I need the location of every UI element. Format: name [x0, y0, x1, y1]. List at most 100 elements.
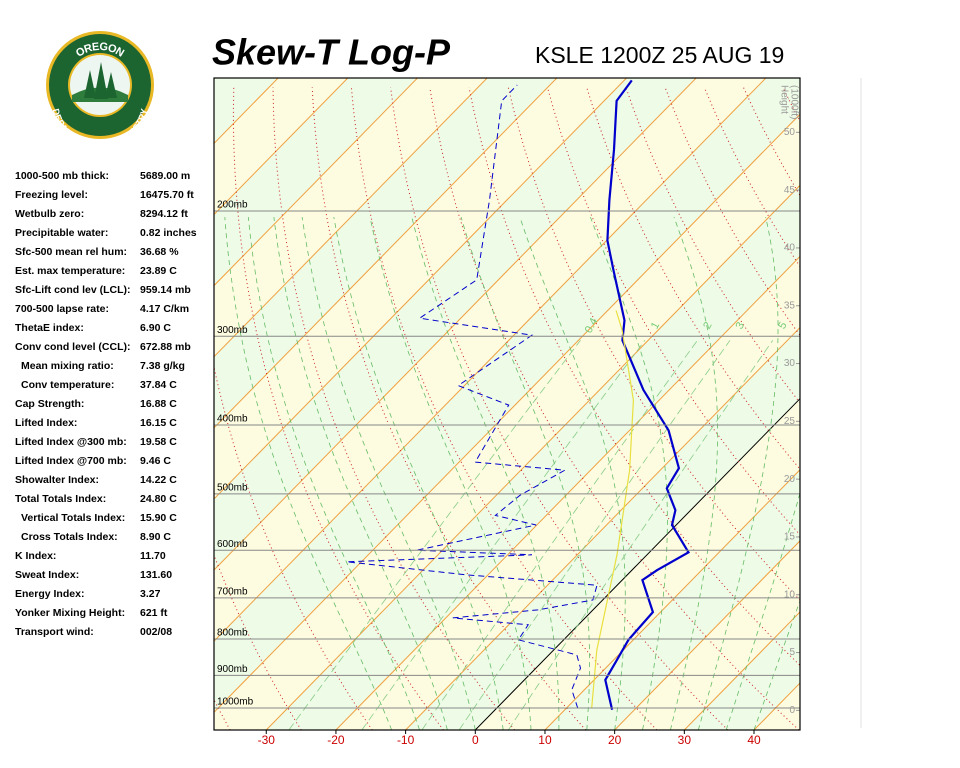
moist-adiabat	[273, 217, 448, 730]
moist-adiabat	[590, 216, 668, 730]
axes: 1000mb 900mb 800mb 700mb 600mb 500mb 400mb 300m…	[214, 85, 800, 747]
index-value: 36.68 %	[140, 246, 179, 258]
height-tick-label: 45	[784, 185, 796, 196]
pressure-label: 500mb	[217, 483, 248, 494]
height-title: (1000ft)	[788, 85, 799, 119]
logo-tree	[94, 62, 108, 99]
mixing-ratio-line	[421, 340, 698, 730]
height-tick-label: 10	[784, 589, 796, 600]
logo-top: OREGON	[74, 41, 126, 60]
mixing-ratio-line	[458, 340, 731, 730]
isotherm	[824, 78, 960, 730]
dry-adiabat	[214, 553, 302, 730]
index-value: 8294.12 ft	[140, 208, 188, 220]
index-label: Wetbulb zero:	[15, 208, 84, 220]
index-value: 9.46 C	[140, 455, 171, 467]
isotherm-band	[214, 78, 800, 713]
index-value: 0.82 inches	[140, 227, 197, 239]
height-title: Height	[778, 85, 789, 114]
height-tick-label: 20	[784, 474, 796, 485]
index-value: 131.60	[140, 569, 172, 581]
logo-tree	[105, 72, 117, 98]
index-label: Transport wind:	[15, 626, 94, 638]
x-tick-label: 20	[608, 733, 622, 747]
isotherm	[214, 78, 558, 429]
index-value: 37.84 C	[140, 379, 177, 391]
isotherm	[214, 78, 697, 571]
plot-area	[346, 79, 691, 711]
index-label: Mean mixing ratio:	[21, 360, 114, 372]
index-label: Showalter Index:	[15, 474, 99, 486]
index-value: 8.90 C	[140, 531, 171, 543]
dry-adiabat	[861, 87, 960, 730]
mixing-ratio-label: 3	[734, 320, 747, 331]
moist-adiabat	[369, 217, 532, 730]
index-value: 4.17 C/km	[140, 303, 189, 315]
height-tick-label: 15	[784, 532, 796, 543]
x-tick-label: 30	[678, 733, 692, 747]
mixing-ratio-line	[361, 340, 646, 730]
index-value: 23.89 C	[140, 265, 177, 277]
x-tick-label: -30	[258, 733, 276, 747]
moist-adiabat	[333, 217, 504, 730]
index-value: 24.80 C	[140, 493, 177, 505]
isotherm	[405, 326, 800, 730]
index-label: Freezing level:	[15, 189, 88, 201]
height-tick-label: 35	[784, 300, 796, 311]
mixing-ratio-label: 1	[649, 320, 662, 331]
index-value: 959.14 mb	[140, 284, 191, 296]
height-tick-label: 0	[789, 705, 795, 716]
dry-adiabat	[350, 87, 658, 730]
index-label: Conv cond level (CCL):	[15, 341, 131, 353]
pressure-label: 900mb	[217, 664, 248, 675]
dewpoint-line	[346, 84, 598, 709]
pressure-label: 300mb	[217, 325, 248, 336]
index-label: ThetaE index:	[15, 322, 84, 334]
moist-adiabat	[411, 217, 560, 730]
pressure-label: 1000mb	[217, 697, 254, 708]
isotherm-band	[214, 114, 800, 730]
moist-adiabat	[519, 216, 626, 730]
moist-adiabat	[753, 599, 800, 730]
index-value: 672.88 mb	[140, 341, 191, 353]
index-value: 5689.00 m	[140, 170, 190, 182]
chart-title: Skew-T Log-P	[212, 32, 451, 73]
moist-adiabat	[670, 216, 718, 730]
index-label: Lifted Index:	[15, 417, 77, 429]
logo-tree	[84, 70, 96, 98]
isotherm	[214, 78, 349, 216]
x-tick-label: -20	[327, 733, 345, 747]
mixing-ratio-label: 5	[776, 320, 789, 331]
height-tick-label: 5	[789, 647, 795, 658]
moist-adiabat	[697, 217, 779, 730]
isotherm	[474, 397, 800, 730]
x-tick-label: 40	[747, 733, 761, 747]
index-value: 621 ft	[140, 607, 168, 619]
profile-line	[604, 79, 691, 711]
plot-frame	[213, 77, 801, 731]
pressure-label: 400mb	[217, 414, 248, 425]
dry-adiabat	[822, 87, 960, 730]
index-value: 16475.70 ft	[140, 189, 194, 201]
height-tick-label: 50	[784, 127, 796, 138]
isotherm-band	[824, 78, 960, 730]
mixing-ratio-label: 2	[701, 320, 714, 331]
index-label: Lifted Index @700 mb:	[15, 455, 127, 467]
x-tick-label: -10	[397, 733, 415, 747]
index-label: Yonker Mixing Height:	[15, 607, 125, 619]
index-label: Cap Strength:	[15, 398, 84, 410]
dry-adiabat	[940, 87, 960, 730]
index-label: Energy Index:	[15, 588, 84, 600]
indices-table: 1000-500 mb thick: 5689.00 m Freezing leve…	[15, 170, 197, 638]
chart-subtitle: KSLE 1200Z 25 AUG 19	[535, 42, 784, 68]
x-tick-label: 10	[538, 733, 552, 747]
height-tick-label: 25	[784, 416, 796, 427]
index-label: Cross Totals Index:	[21, 531, 118, 543]
index-label: Precipitable water:	[15, 227, 108, 239]
index-label: Sfc-500 mean rel hum:	[15, 246, 127, 258]
index-value: 7.38 g/kg	[140, 360, 185, 372]
x-tick-label: 0	[472, 733, 479, 747]
index-value: 6.90 C	[140, 322, 171, 334]
index-value: 14.22 C	[140, 474, 177, 486]
